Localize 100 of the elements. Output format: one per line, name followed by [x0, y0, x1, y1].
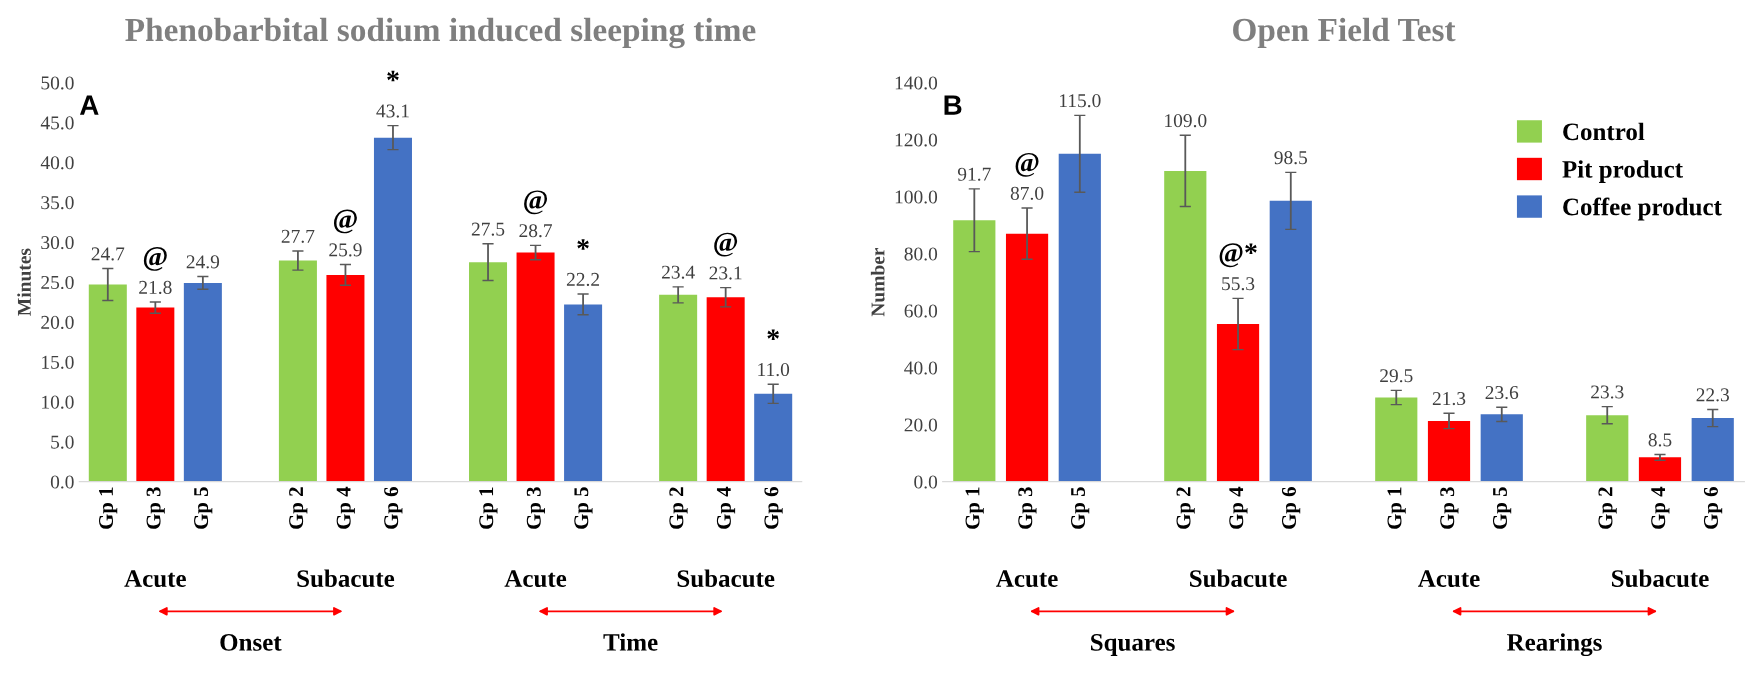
- data-label: 22.2: [566, 272, 600, 287]
- y-tick-label: 20.0: [904, 418, 938, 432]
- y-tick-label: 0.0: [50, 475, 74, 489]
- bar: [136, 307, 175, 482]
- bar: [1375, 397, 1418, 482]
- data-label: 87.0: [1010, 186, 1044, 200]
- annotation: @: [333, 209, 357, 234]
- x-tick-label: Gp 5: [194, 487, 213, 529]
- bar: [326, 274, 365, 482]
- bar: [1638, 457, 1682, 482]
- legend-label: Control: [1563, 122, 1645, 141]
- data-label: 27.5: [471, 222, 505, 236]
- annotation: *: [767, 329, 779, 340]
- data-label: 23.6: [1485, 386, 1519, 400]
- x-tick-label: Gp 4: [1651, 486, 1670, 529]
- x-tick-label: Gp 5: [1071, 487, 1090, 529]
- y-tick-label: 140.0: [895, 76, 938, 90]
- x-tick-label: Gp 4: [336, 486, 355, 529]
- y-tick-label: 20.0: [41, 315, 74, 330]
- x-tick-label: Gp 2: [1176, 487, 1195, 529]
- y-tick-label: 100.0: [895, 190, 938, 204]
- x-tick-label: Gp 2: [669, 487, 688, 529]
- bar: [1480, 414, 1523, 482]
- text: Squares: [1091, 634, 1175, 656]
- bar: [953, 220, 996, 482]
- text: Acute: [504, 570, 567, 588]
- y-tick-label: 120.0: [895, 133, 938, 147]
- annotation: A: [79, 95, 99, 115]
- y-tick-label: 5.0: [51, 435, 74, 449]
- data-label: 23.3: [1591, 385, 1624, 399]
- text: Onset: [220, 634, 282, 651]
- text: Subacute: [1612, 569, 1709, 588]
- x-tick-label: Gp 6: [384, 487, 403, 529]
- y-tick-label: 0.0: [914, 475, 938, 489]
- y-tick-label: 30.0: [41, 235, 74, 250]
- data-label: 23.1: [709, 266, 742, 280]
- bar: [516, 252, 555, 482]
- legend-label: Pit product: [1562, 160, 1683, 183]
- legend-label: Coffee product: [1563, 197, 1722, 221]
- y-axis-title: Minutes: [17, 248, 31, 316]
- data-label: 21.3: [1432, 392, 1466, 406]
- y-tick-label: 40.0: [40, 156, 74, 170]
- y-tick-label: 50.0: [41, 76, 74, 90]
- data-label: 8.5: [1648, 433, 1672, 447]
- x-tick-label: Gp 1: [479, 487, 498, 529]
- text: Acute: [996, 570, 1058, 588]
- bar: [564, 304, 603, 482]
- data-label: 21.8: [139, 280, 172, 294]
- bar: [1216, 323, 1260, 482]
- x-tick-label: Gp 4: [1229, 486, 1248, 529]
- bar: [1427, 420, 1471, 482]
- bar: [88, 284, 127, 482]
- bar: [469, 262, 508, 482]
- y-tick-label: 80.0: [904, 247, 938, 261]
- x-tick-label: Gp 3: [146, 487, 165, 529]
- x-tick-label: Gp 3: [1018, 487, 1037, 529]
- data-label: 55.3: [1222, 277, 1255, 291]
- data-label: 109.0: [1165, 114, 1207, 128]
- chart-title: Open Field Test: [1233, 17, 1456, 48]
- annotation: @: [714, 232, 738, 257]
- x-tick-label: Gp 6: [1703, 487, 1723, 529]
- data-label: 91.7: [957, 167, 991, 181]
- y-tick-label: 60.0: [904, 304, 938, 318]
- bar: [1005, 233, 1049, 482]
- annotation: @: [143, 247, 167, 271]
- x-tick-label: Gp 3: [1440, 487, 1459, 529]
- annotation: @*: [1219, 243, 1257, 268]
- chart-title: Phenobarbital sodium induced sleeping time: [125, 17, 756, 49]
- data-label: 24.9: [186, 255, 220, 269]
- annotation: @: [524, 190, 548, 215]
- x-tick-label: Gp 5: [1492, 487, 1512, 529]
- data-label: 28.7: [519, 224, 553, 238]
- x-tick-label: Gp 5: [574, 487, 593, 529]
- x-tick-label: Gp 6: [764, 487, 783, 529]
- annotation: @: [1015, 153, 1039, 177]
- x-tick-label: Gp 6: [1282, 487, 1301, 529]
- y-tick-label: 40.0: [904, 361, 938, 375]
- x-tick-label: Gp 1: [965, 487, 984, 529]
- bar: [754, 393, 793, 482]
- x-tick-label: Gp 4: [716, 486, 736, 529]
- text: Subacute: [677, 569, 775, 588]
- bar: [1269, 200, 1312, 482]
- text: Acute: [124, 570, 186, 588]
- text: Subacute: [1190, 569, 1287, 588]
- text: Time: [603, 633, 658, 651]
- x-tick-label: Gp 2: [289, 487, 308, 529]
- bar: [706, 297, 745, 482]
- data-label: 43.1: [376, 104, 409, 118]
- bar: [183, 282, 222, 482]
- bar: [659, 294, 698, 482]
- data-label: 22.3: [1696, 388, 1729, 402]
- y-tick-label: 45.0: [40, 116, 74, 130]
- x-tick-label: Gp 1: [1387, 487, 1406, 529]
- data-label: 27.7: [281, 229, 315, 243]
- bar: [1586, 415, 1629, 482]
- data-label: 23.4: [661, 265, 695, 279]
- x-tick-label: Gp 2: [1598, 487, 1617, 529]
- data-label: 11.0: [758, 363, 790, 377]
- text: Acute: [1418, 570, 1480, 588]
- annotation: B: [944, 95, 962, 115]
